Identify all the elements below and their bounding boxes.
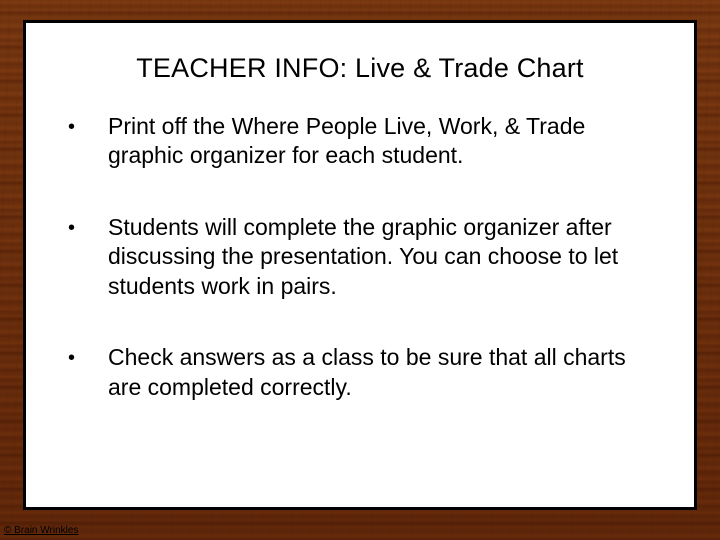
list-item: • Print off the Where People Live, Work,… [68, 112, 652, 171]
bullet-text: Print off the Where People Live, Work, &… [108, 112, 652, 171]
bullet-text: Check answers as a class to be sure that… [108, 343, 652, 402]
bullet-list: • Print off the Where People Live, Work,… [68, 112, 652, 402]
bullet-text: Students will complete the graphic organ… [108, 213, 652, 301]
slide-title: TEACHER INFO: Live & Trade Chart [68, 53, 652, 84]
list-item: • Check answers as a class to be sure th… [68, 343, 652, 402]
content-panel: TEACHER INFO: Live & Trade Chart • Print… [23, 20, 697, 510]
bullet-marker: • [68, 343, 108, 373]
copyright-text: © Brain Wrinkles [4, 525, 78, 536]
bullet-marker: • [68, 112, 108, 142]
list-item: • Students will complete the graphic org… [68, 213, 652, 301]
bullet-marker: • [68, 213, 108, 243]
